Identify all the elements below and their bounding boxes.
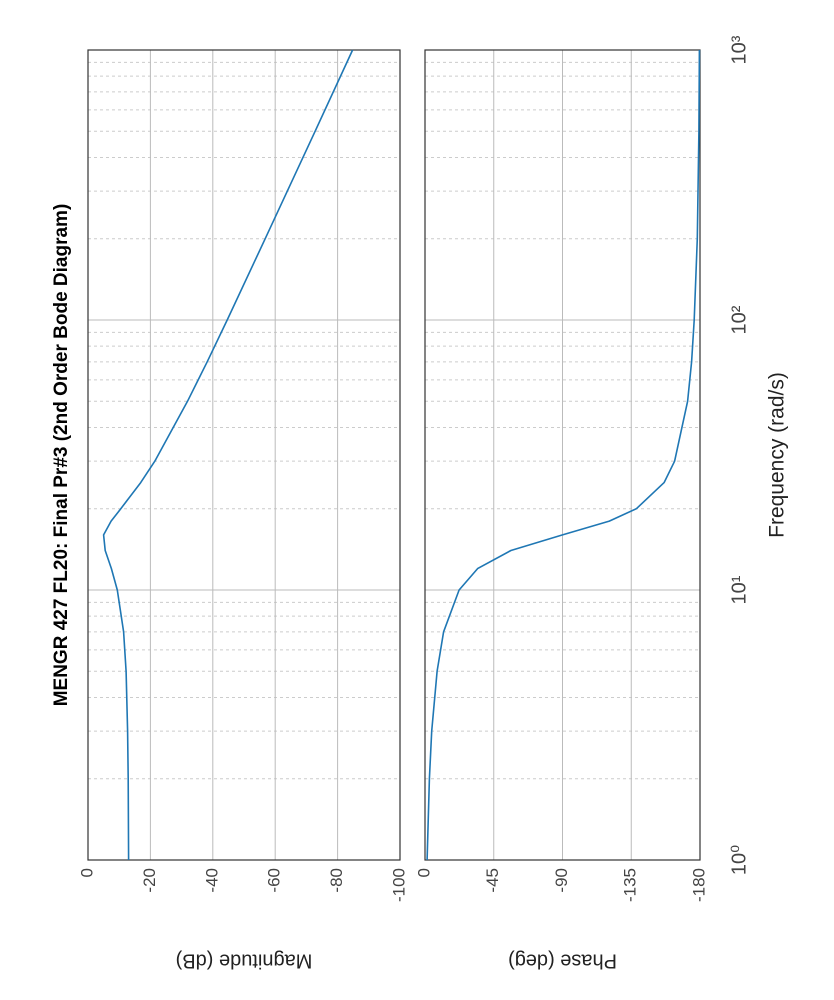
plot-frame bbox=[87, 49, 401, 861]
x-axis-label: Frequency (rad/s) bbox=[766, 372, 789, 538]
data-line bbox=[102, 49, 354, 861]
plot-frame bbox=[424, 49, 701, 861]
y-tick-label: -40 bbox=[202, 868, 221, 893]
y-tick-label: -80 bbox=[327, 868, 346, 893]
rotated-figure: 0 -20 -40 -60 -80 -100 Magnitude (dB) MENGR 427… bbox=[51, 35, 789, 972]
y-tick-label: -45 bbox=[483, 868, 502, 893]
x-tick-label: 10³ bbox=[728, 35, 750, 64]
y-tick-label: 0 bbox=[77, 868, 96, 877]
y-axis-label: Phase (deg) bbox=[508, 950, 617, 972]
chart-title: MENGR 427 FL20: Final Pr#3 (2nd Order Bo… bbox=[51, 204, 72, 707]
x-tick-label: 10¹ bbox=[728, 575, 750, 604]
y-axis-label: Magnitude (dB) bbox=[176, 950, 313, 972]
x-tick-label: 10² bbox=[728, 305, 750, 334]
plot-area bbox=[88, 50, 400, 860]
y-tick-label: -180 bbox=[689, 868, 708, 902]
y-tick-label: -135 bbox=[621, 868, 640, 902]
y-tick-label: -20 bbox=[140, 868, 159, 893]
x-tick-label: 10⁰ bbox=[728, 845, 750, 875]
y-tick-label: 0 bbox=[414, 868, 433, 877]
y-tick-label: -90 bbox=[552, 868, 571, 893]
y-tick-label: -60 bbox=[265, 868, 284, 893]
data-line bbox=[426, 49, 701, 861]
y-tick-label: -100 bbox=[389, 868, 408, 902]
